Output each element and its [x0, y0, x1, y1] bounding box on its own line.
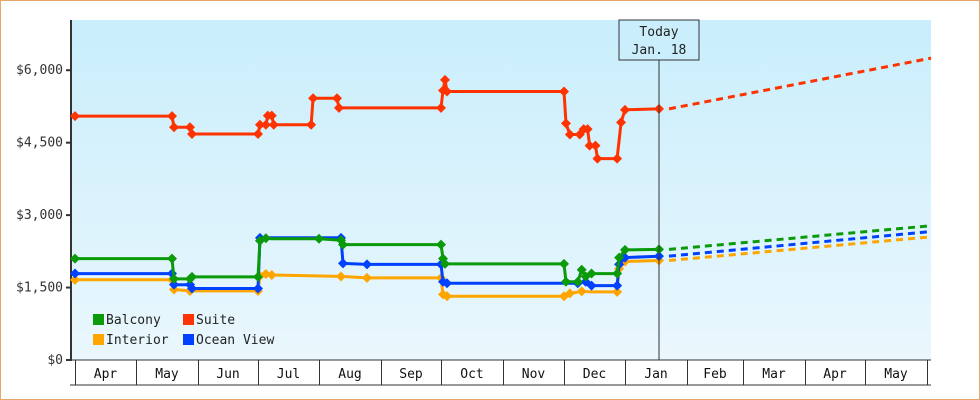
- legend-swatch: [183, 314, 194, 325]
- legend-label: Ocean View: [196, 333, 274, 348]
- legend-swatch: [93, 314, 104, 325]
- x-tick-label: Sep: [399, 367, 423, 382]
- y-tick-label: $1,500: [16, 281, 63, 296]
- x-tick-label: Oct: [460, 367, 483, 382]
- x-tick-label: Jun: [216, 367, 239, 382]
- legend-label: Suite: [196, 313, 235, 328]
- x-tick-label: May: [155, 367, 179, 382]
- x-tick-label: Apr: [823, 367, 847, 382]
- x-tick-label: Jul: [277, 367, 300, 382]
- x-tick-label: Feb: [703, 367, 727, 382]
- legend-item-suite: Suite: [183, 313, 235, 328]
- legend-item-interior: Interior: [93, 333, 169, 348]
- x-tick-label: Dec: [583, 367, 606, 382]
- series-balcony: [70, 224, 932, 287]
- today-date: Jan. 18: [632, 43, 687, 58]
- x-tick-label: Mar: [762, 367, 786, 382]
- x-axis: Apr May Jun Jul Aug Sep Oct Nov Dec Jan Feb Mar Apr M…: [70, 359, 931, 386]
- y-axis: $0 $1,500 $3,000 $4,500 $6,000: [16, 20, 72, 368]
- y-tick-label: $3,000: [16, 208, 63, 223]
- plot-area: [71, 20, 931, 360]
- legend-label: Interior: [106, 333, 169, 348]
- today-box: [618, 19, 700, 61]
- legend-item-balcony: Balcony: [93, 313, 161, 328]
- x-tick-label: Aug: [338, 367, 361, 382]
- today-label: Today: [639, 25, 678, 40]
- today-marker: Today Jan. 18: [618, 19, 700, 360]
- legend: Balcony Suite Interior Ocean View: [93, 313, 274, 348]
- y-tick-label: $4,500: [16, 136, 63, 151]
- legend-swatch: [183, 334, 194, 345]
- legend-swatch: [93, 334, 104, 345]
- x-tick-label: Apr: [94, 367, 118, 382]
- x-tick-label: Nov: [522, 367, 546, 382]
- y-tick-label: $0: [47, 353, 63, 368]
- series-lines: [70, 56, 932, 302]
- legend-label: Balcony: [106, 313, 161, 328]
- y-tick-label: $6,000: [16, 63, 63, 78]
- x-tick-label: Jan: [644, 367, 667, 382]
- legend-item-ocean-view: Ocean View: [183, 333, 274, 348]
- series-suite: [70, 56, 932, 164]
- x-tick-label: May: [884, 367, 908, 382]
